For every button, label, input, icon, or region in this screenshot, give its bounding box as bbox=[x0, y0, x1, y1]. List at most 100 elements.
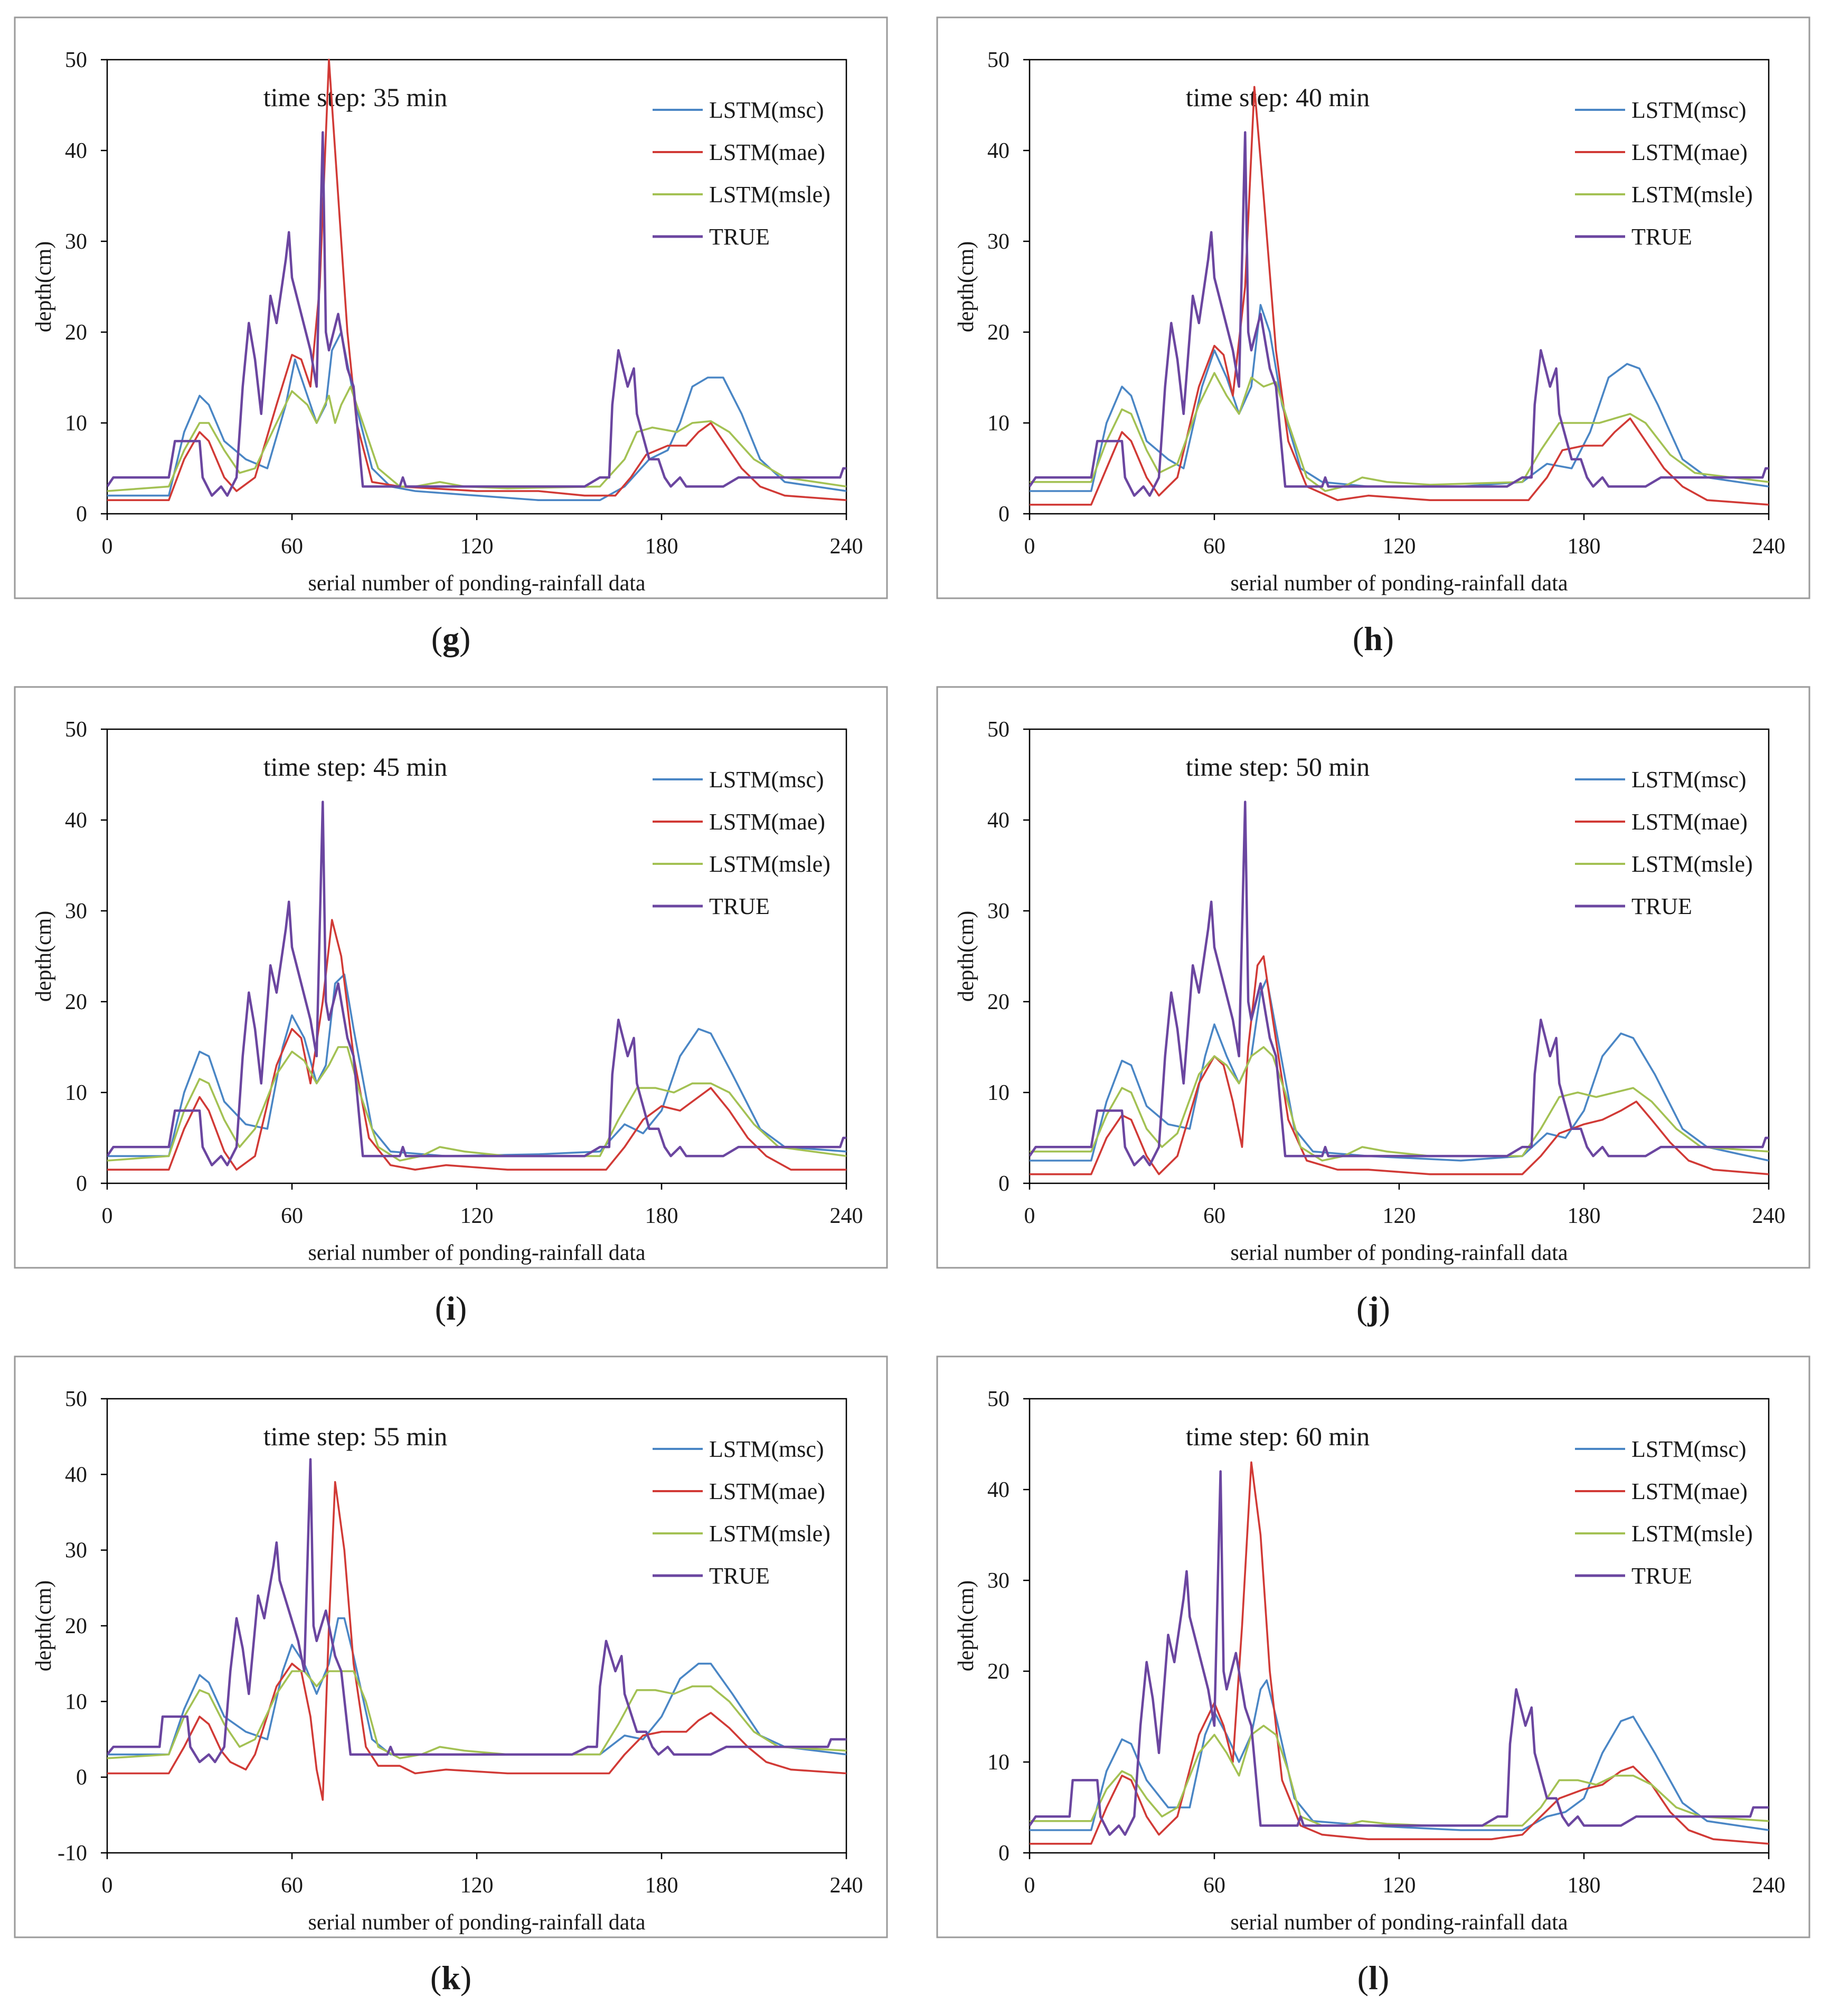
panel-letter: j bbox=[1367, 1289, 1379, 1327]
legend-entry: LSTM(mae) bbox=[709, 809, 825, 835]
series-line-lstm-mse bbox=[107, 331, 846, 501]
panel-frame bbox=[936, 1355, 1810, 1938]
y-tick-label: 40 bbox=[65, 139, 87, 163]
y-tick-label: 20 bbox=[65, 990, 87, 1014]
y-tick-label: 40 bbox=[987, 1478, 1009, 1502]
x-tick-label: 180 bbox=[1568, 1873, 1601, 1898]
x-axis-label: serial number of ponding-rainfall data bbox=[1230, 1241, 1568, 1265]
x-tick-label: 60 bbox=[1203, 1204, 1225, 1228]
x-axis-label: serial number of ponding-rainfall data bbox=[308, 571, 645, 596]
series-line-lstm-mse bbox=[1030, 978, 1769, 1162]
y-tick-label: 30 bbox=[987, 1569, 1009, 1593]
x-tick-label: 0 bbox=[1024, 1873, 1035, 1898]
legend-entry: TRUE bbox=[1631, 893, 1692, 919]
x-axis-label: serial number of ponding-rainfall data bbox=[1230, 1910, 1568, 1935]
series-group bbox=[107, 59, 846, 501]
legend-entry: LSTM(msle) bbox=[1631, 851, 1753, 877]
legend-entry: LSTM(msle) bbox=[709, 1521, 831, 1547]
x-tick-label: 60 bbox=[281, 1204, 303, 1228]
y-axis-label: depth(cm) bbox=[954, 1580, 978, 1672]
y-axis-label: depth(cm) bbox=[32, 241, 56, 333]
y-axis-label: depth(cm) bbox=[32, 1580, 56, 1672]
y-tick-label: 50 bbox=[987, 1387, 1009, 1411]
y-tick-label: 20 bbox=[65, 321, 87, 345]
chart-panel-g: 0 10 20 30 40 50 0 60 120 180 240 serial number of … bbox=[14, 16, 888, 657]
legend-entry: LSTM(mae) bbox=[1631, 809, 1748, 835]
legend-entry: LSTM(msc) bbox=[709, 767, 824, 793]
series-line-lstm-mse bbox=[1030, 1679, 1769, 1831]
series-group bbox=[1030, 1461, 1769, 1845]
panel-frame bbox=[14, 16, 888, 599]
y-tick-label: 30 bbox=[65, 230, 87, 254]
x-tick-label: 180 bbox=[645, 1204, 678, 1228]
panel-frame bbox=[14, 1355, 888, 1938]
y-tick-label: 10 bbox=[65, 411, 87, 436]
time-step-annotation: time step: 60 min bbox=[1186, 1421, 1370, 1451]
y-tick-label: 20 bbox=[987, 1660, 1009, 1684]
series-line-lstm-mae bbox=[1030, 955, 1769, 1175]
y-tick-label: 50 bbox=[65, 1387, 87, 1411]
panel-label: (h) bbox=[1353, 620, 1394, 657]
legend-entry: LSTM(msc) bbox=[1631, 767, 1747, 793]
series-group bbox=[107, 800, 846, 1171]
panel-label: (l) bbox=[1357, 1959, 1389, 1996]
series-line-true bbox=[1030, 131, 1769, 497]
y-axis-label: depth(cm) bbox=[954, 241, 978, 333]
y-tick-label: 20 bbox=[65, 1614, 87, 1638]
y-tick-label: 10 bbox=[987, 1081, 1009, 1105]
x-tick-label: 180 bbox=[1568, 1204, 1601, 1228]
panel-label: (k) bbox=[430, 1959, 471, 1996]
legend-entry: LSTM(msc) bbox=[1631, 1436, 1747, 1462]
panel-letter: l bbox=[1369, 1959, 1378, 1996]
y-tick-label: 0 bbox=[998, 1841, 1009, 1866]
series-group bbox=[1030, 86, 1769, 506]
y-tick-label: 40 bbox=[987, 808, 1009, 833]
legend-entry: LSTM(mae) bbox=[1631, 1478, 1748, 1504]
legend-entry: TRUE bbox=[709, 224, 770, 250]
legend-entry: LSTM(msle) bbox=[1631, 182, 1753, 208]
legend-entry: LSTM(mae) bbox=[1631, 139, 1748, 165]
y-tick-label: 0 bbox=[76, 1766, 87, 1790]
y-tick-label: 50 bbox=[65, 48, 87, 72]
series-line-lstm-mae bbox=[1030, 1461, 1769, 1845]
legend-entry: LSTM(mae) bbox=[709, 139, 825, 165]
x-tick-label: 120 bbox=[460, 1204, 494, 1228]
y-tick-label: 30 bbox=[987, 899, 1009, 924]
series-line-lstm-mae bbox=[1030, 86, 1769, 506]
time-step-annotation: time step: 40 min bbox=[1186, 82, 1370, 112]
series-line-lstm-msle bbox=[1030, 372, 1769, 492]
y-tick-label: 10 bbox=[65, 1081, 87, 1105]
series-group bbox=[107, 1458, 846, 1801]
y-tick-label: 50 bbox=[987, 718, 1009, 742]
legend-entry: LSTM(msc) bbox=[709, 97, 824, 123]
x-tick-label: 60 bbox=[1203, 534, 1225, 559]
chart-panel-k: -10 0 10 20 30 40 50 0 60 120 180 240 serial number … bbox=[14, 1355, 888, 1996]
y-tick-label: 10 bbox=[987, 1750, 1009, 1775]
series-line-true bbox=[1030, 1470, 1769, 1836]
y-tick-label: 0 bbox=[76, 1172, 87, 1196]
legend-entry: LSTM(msc) bbox=[709, 1436, 824, 1462]
y-tick-label: 10 bbox=[987, 411, 1009, 436]
x-tick-label: 180 bbox=[1568, 534, 1601, 559]
y-tick-label: 30 bbox=[65, 1539, 87, 1563]
panel-frame bbox=[936, 16, 1810, 599]
y-tick-label: 0 bbox=[76, 502, 87, 526]
x-tick-label: 120 bbox=[1383, 534, 1416, 559]
y-tick-label: 40 bbox=[65, 1463, 87, 1487]
series-line-lstm-msle bbox=[1030, 1046, 1769, 1162]
y-tick-label: 50 bbox=[987, 48, 1009, 72]
y-tick-label: 40 bbox=[987, 139, 1009, 163]
x-tick-label: 120 bbox=[1383, 1204, 1416, 1228]
x-tick-label: 240 bbox=[1752, 1873, 1786, 1898]
x-tick-label: 0 bbox=[102, 1204, 113, 1228]
series-group bbox=[1030, 800, 1769, 1175]
series-line-true bbox=[107, 131, 846, 497]
legend-entry: LSTM(mae) bbox=[709, 1478, 825, 1504]
chart-panel-h: 0 10 20 30 40 50 0 60 120 180 240 serial number of … bbox=[936, 16, 1810, 657]
y-axis-label: depth(cm) bbox=[32, 911, 56, 1002]
y-tick-label: 30 bbox=[987, 230, 1009, 254]
series-line-true bbox=[107, 1458, 846, 1764]
time-step-annotation: time step: 55 min bbox=[263, 1421, 448, 1451]
